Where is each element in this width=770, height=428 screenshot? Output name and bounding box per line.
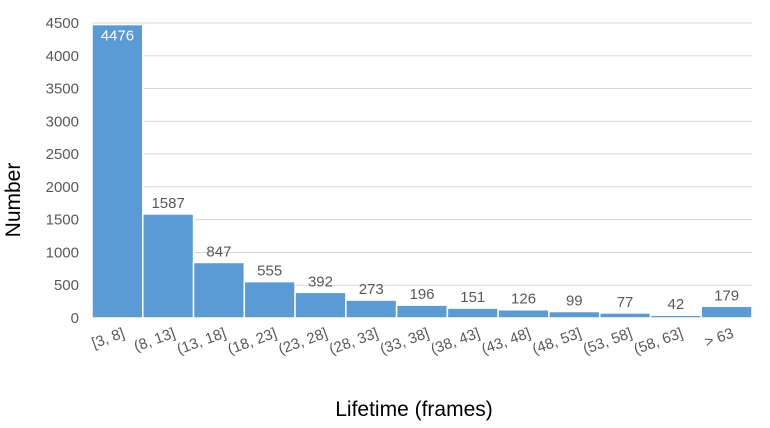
bars: [91, 23, 753, 319]
bar: [192, 261, 246, 319]
x-tick-label: (8, 13]: [132, 325, 178, 356]
y-tick-label: 2000: [46, 179, 79, 196]
bar: [548, 310, 601, 319]
y-axis-title: Number: [2, 163, 25, 238]
x-tick-label: (38, 43]: [429, 325, 483, 358]
x-axis-title: Lifetime (frames): [335, 398, 493, 421]
data-label: 151: [460, 289, 485, 306]
y-tick-label: 3500: [46, 81, 79, 98]
y-tick-label: 1000: [46, 244, 79, 261]
bar: [649, 314, 702, 319]
x-tick-label: (23, 28]: [276, 325, 330, 358]
bar: [700, 305, 753, 319]
data-label: 847: [206, 243, 231, 260]
data-label: 4476: [101, 28, 134, 45]
data-label: 126: [511, 291, 536, 308]
x-tick-label: (28, 33]: [327, 325, 381, 358]
x-tick-label: (43, 48]: [479, 325, 533, 358]
data-label: 555: [257, 263, 282, 280]
x-tick-label: (18, 23]: [225, 325, 279, 358]
x-tick-label: (48, 53]: [530, 325, 584, 358]
data-label: 1587: [151, 195, 184, 212]
x-tick-label: [3, 8]: [90, 325, 127, 352]
bar: [91, 23, 144, 319]
y-tick-label: 2500: [46, 146, 79, 163]
y-tick-label: 0: [71, 310, 79, 327]
data-label: 77: [617, 294, 634, 311]
bar: [446, 307, 499, 319]
bar: [142, 213, 195, 319]
data-label: 99: [566, 293, 583, 310]
x-tick-label: (33, 38]: [378, 325, 432, 358]
x-tick-labels: [3, 8] (8, 13](13, 18](18, 23](23, 28](28…: [90, 325, 736, 358]
data-label: 392: [308, 273, 333, 290]
bar: [294, 291, 347, 319]
data-label: 42: [668, 296, 685, 313]
y-tick-label: 4500: [46, 15, 79, 32]
data-label: 273: [359, 281, 384, 298]
y-tick-label: 1500: [46, 212, 79, 229]
x-tick-label: (58, 63]: [632, 325, 686, 358]
y-tick-label: 4000: [46, 48, 79, 65]
y-tick-labels: 0 500 1000 1500 2000 2500 3000 3500 4000 4500: [46, 15, 79, 327]
x-tick-label: (53, 58]: [581, 325, 635, 358]
bar: [497, 308, 550, 319]
bar: [243, 280, 296, 319]
x-tick-label: (13, 18]: [175, 325, 229, 358]
x-tick-label: > 63: [702, 325, 736, 351]
bar: [395, 304, 449, 319]
y-tick-label: 500: [54, 277, 79, 294]
data-label: 179: [714, 287, 739, 304]
data-labels: 4476 1587 847 555 392 273 196 151 126 99 77 42 179: [101, 28, 739, 314]
data-label: 196: [409, 286, 434, 303]
bar: [598, 312, 652, 319]
bar: [345, 299, 398, 319]
y-tick-label: 3000: [46, 113, 79, 130]
